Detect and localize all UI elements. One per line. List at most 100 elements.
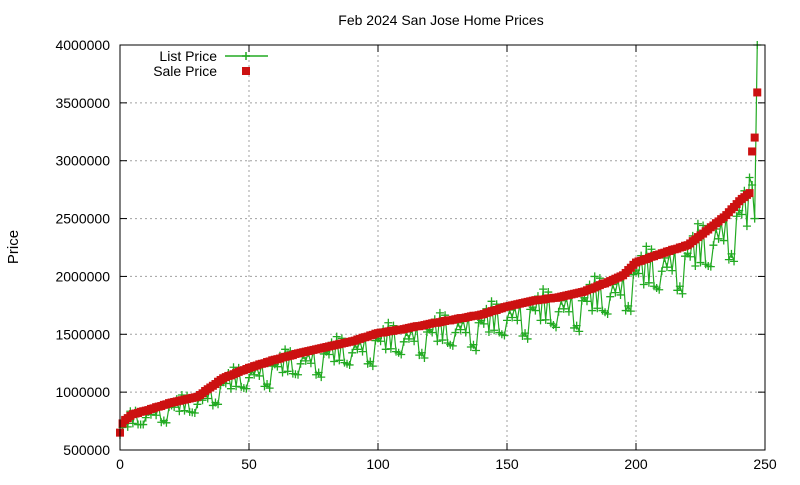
list-price-point — [634, 269, 643, 278]
list-price-point — [487, 297, 496, 306]
list-price-point — [456, 325, 465, 334]
list-price-point — [696, 258, 705, 267]
list-price-point — [180, 406, 189, 415]
list-price-point — [139, 420, 148, 429]
list-price-point — [552, 323, 561, 332]
x-tick-label: 100 — [366, 456, 390, 472]
list-price-point — [655, 285, 664, 294]
list-price-point — [737, 210, 746, 219]
list-price-point — [693, 219, 702, 228]
list-price-point — [719, 236, 728, 245]
list-price-point — [335, 356, 344, 365]
list-price-point — [438, 336, 447, 345]
list-price-point — [523, 334, 532, 343]
list-price-point — [348, 348, 357, 357]
list-price-point — [490, 326, 499, 335]
list-price-point — [317, 373, 326, 382]
y-tick-label: 3500000 — [55, 95, 110, 111]
list-price-point — [281, 345, 290, 354]
y-tick-label: 1000000 — [55, 384, 110, 400]
list-price-point — [384, 318, 393, 327]
list-price-point — [513, 316, 522, 325]
list-price-point — [397, 350, 406, 359]
list-price-point — [626, 307, 635, 316]
list-price-point — [730, 257, 739, 266]
list-price-point — [428, 328, 437, 337]
list-price-point — [500, 331, 509, 340]
list-price-point — [283, 367, 292, 376]
list-price-point — [433, 337, 442, 346]
list-price-point — [214, 400, 223, 409]
axes: 0 50 100 150 200 250 500000 1000000 1500000 20000… — [55, 37, 776, 472]
list-price-point — [606, 292, 615, 301]
list-price-point — [479, 319, 488, 328]
list-price-point — [611, 288, 620, 297]
list-price-point — [521, 329, 530, 338]
list-price-point — [273, 362, 282, 371]
list-price-point — [541, 315, 550, 324]
list-price-point — [531, 306, 540, 315]
y-axis-label: Price — [5, 230, 22, 264]
list-price-point — [588, 306, 597, 315]
list-price-point — [582, 297, 591, 306]
list-price-point — [629, 270, 638, 279]
list-price-point — [353, 345, 362, 354]
list-price-point — [678, 289, 687, 298]
list-price-point — [203, 394, 212, 403]
list-price-point — [306, 359, 315, 368]
x-tick-label: 50 — [241, 456, 257, 472]
list-price-point — [358, 347, 367, 356]
list-price-point — [539, 285, 548, 294]
list-price-point — [314, 368, 323, 377]
x-tick-label: 250 — [753, 456, 777, 472]
list-price-point — [642, 242, 651, 251]
list-price-point — [657, 267, 666, 276]
list-price-point — [324, 350, 333, 359]
list-price-point — [554, 307, 563, 316]
list-price-point — [727, 249, 736, 258]
list-price-point — [732, 212, 741, 221]
list-price-point — [420, 354, 429, 363]
list-price-point — [469, 340, 478, 349]
list-price-point — [448, 341, 457, 350]
list-price-point — [294, 370, 303, 379]
list-price-point — [559, 304, 568, 313]
x-tick-label: 0 — [116, 456, 124, 472]
list-price-point — [575, 327, 584, 336]
list-price-point — [644, 278, 653, 287]
list-price-point — [301, 356, 310, 365]
list-price-point — [691, 262, 700, 271]
legend-marker-sale-price — [242, 67, 250, 75]
y-tick-label: 2000000 — [55, 268, 110, 284]
chart-title: Feb 2024 San Jose Home Prices — [338, 12, 543, 28]
list-price-point — [399, 337, 408, 346]
list-price-point — [368, 362, 377, 371]
list-price-point — [686, 252, 695, 261]
sale-price-point — [745, 189, 754, 198]
list-price-point — [451, 328, 460, 337]
list-price-point — [376, 337, 385, 346]
list-price-point — [724, 255, 733, 264]
legend-label-sale-price: Sale Price — [153, 63, 217, 79]
legend-marker-list-price — [242, 52, 250, 60]
list-price-point — [590, 272, 599, 281]
list-price-point — [263, 380, 272, 389]
list-price-point — [639, 280, 648, 289]
x-tick-label: 150 — [495, 456, 519, 472]
y-tick-label: 500000 — [63, 442, 110, 458]
list-price-point — [410, 337, 419, 346]
list-price-point — [386, 344, 395, 353]
legend-label-list-price: List Price — [159, 48, 217, 64]
list-price-point — [675, 282, 684, 291]
list-price-point — [508, 313, 517, 322]
list-price-point — [162, 418, 171, 427]
sale-price-point — [753, 88, 762, 97]
plot-frame — [119, 44, 766, 451]
sale-price-point — [748, 147, 757, 156]
list-price-point — [265, 384, 274, 393]
list-price-point — [296, 359, 305, 368]
list-price-point — [742, 222, 751, 231]
list-price-point — [332, 332, 341, 341]
list-price-point — [417, 348, 426, 357]
